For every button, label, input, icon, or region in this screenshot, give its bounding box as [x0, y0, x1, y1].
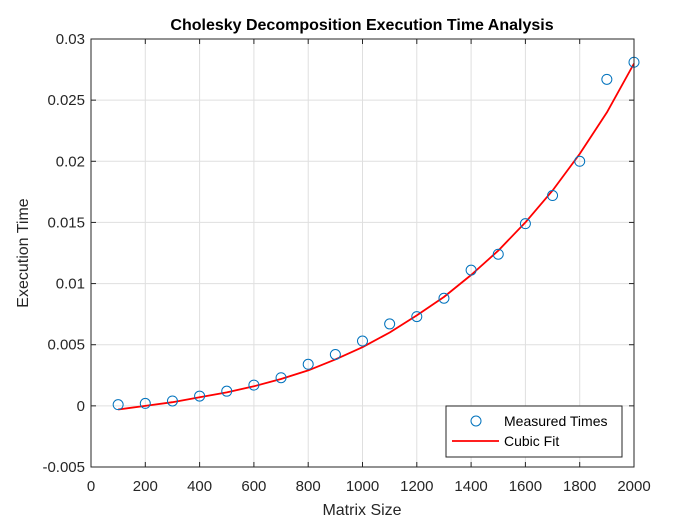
measured-time-point — [302, 358, 314, 370]
measured-time-point — [139, 397, 151, 409]
x-tick-label: 1200 — [400, 478, 433, 495]
x-tick-label: 1600 — [509, 478, 542, 495]
measured-time-point — [411, 311, 423, 323]
y-tick-label: 0.02 — [56, 153, 85, 170]
x-tick-label: 600 — [241, 478, 266, 495]
measured-time-point — [329, 348, 341, 360]
legend-box — [445, 405, 623, 458]
x-tick-label: 200 — [133, 478, 158, 495]
y-tick-label: -0.005 — [42, 459, 85, 476]
measured-time-point — [248, 379, 260, 391]
x-axis-label: Matrix Size — [322, 502, 401, 519]
y-tick-label: 0.01 — [56, 276, 85, 293]
x-tick-label: 400 — [187, 478, 212, 495]
measured-time-point — [438, 292, 450, 304]
measured-time-point — [384, 318, 396, 330]
y-tick-label: 0 — [77, 398, 85, 415]
measured-time-point — [601, 73, 613, 85]
measured-time-point — [574, 155, 586, 167]
measured-time-point — [492, 248, 504, 260]
measured-time-point — [194, 390, 206, 402]
chart-title: Cholesky Decomposition Execution Time An… — [170, 17, 553, 34]
measured-time-point — [547, 190, 559, 202]
x-tick-label: 2000 — [617, 478, 650, 495]
y-tick-label: 0.015 — [47, 214, 85, 231]
x-tick-label: 0 — [87, 478, 95, 495]
measured-time-point — [275, 372, 287, 384]
legend-label-measured-times: Measured Times — [504, 413, 607, 429]
y-tick-label: 0.005 — [47, 337, 85, 354]
x-tick-label: 1400 — [454, 478, 487, 495]
legend-label-cubic-fit: Cubic Fit — [504, 433, 559, 449]
measured-time-point — [465, 264, 477, 276]
measured-time-point — [519, 218, 531, 230]
series-layer — [112, 56, 640, 411]
measured-time-point — [112, 399, 124, 411]
legend-marker-measured-times — [470, 415, 482, 427]
y-tick-label: 0.025 — [47, 92, 85, 109]
ticks: 0 200 400 600 800 1000 1200 1400 1600 1800 2000 -0.… — [42, 31, 650, 495]
x-tick-label: 800 — [296, 478, 321, 495]
x-tick-label: 1800 — [563, 478, 596, 495]
legend: Measured Times Cubic Fit — [445, 405, 623, 458]
measured-time-point — [221, 385, 233, 397]
y-tick-label: 0.03 — [56, 31, 85, 48]
measured-time-point — [357, 335, 368, 347]
measured-time-point — [166, 395, 178, 407]
x-tick-label: 1000 — [346, 478, 379, 495]
y-axis-label: Execution Time — [15, 198, 32, 307]
